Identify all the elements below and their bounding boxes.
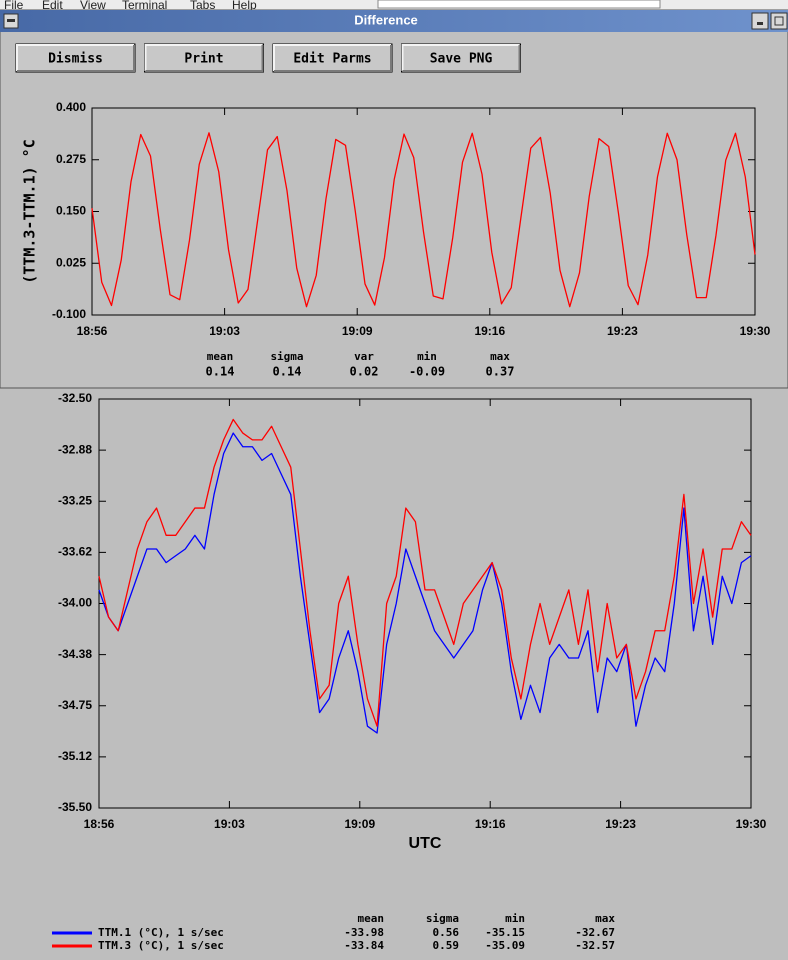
stat-value: 0.14 [206,365,235,379]
toolbar: Dismiss Print Edit Parms Save PNG [15,43,521,73]
button-label[interactable]: Edit Parms [293,52,371,67]
y-tick-label: -35.50 [58,800,92,814]
button[interactable]: Dismiss [15,43,136,73]
x-tick-label: 19:30 [736,817,767,831]
stat-header: sigma [270,350,303,363]
y-tick-label: 0.025 [56,255,86,269]
menu-item[interactable]: File [4,0,24,12]
maximize-button[interactable] [770,12,788,30]
button-label[interactable]: Save PNG [430,52,493,67]
y-tick-label: -34.75 [58,698,92,712]
window-menu-icon [7,19,15,22]
button-label[interactable]: Print [184,52,223,67]
data-line [98,432,752,734]
menu-item[interactable]: Edit [42,0,63,12]
stat-header: var [354,350,374,363]
y-tick-label: 0.150 [56,204,86,218]
stat-value: 0.59 [433,939,460,952]
menu-item[interactable]: View [80,0,106,12]
menu-item[interactable]: Tabs [190,0,215,12]
y-tick-label: -33.25 [58,493,92,507]
stat-value: -33.98 [344,926,384,939]
button-bevel-dark [17,45,135,72]
menu: File Edit View Terminal Tabs Help [4,0,257,12]
button-bevel-light [144,44,263,71]
button-bevel-dark [402,45,521,72]
stat-value: -33.84 [344,939,384,952]
stat-header: mean [207,350,234,363]
stat-header: max [490,350,510,363]
y-tick-label: 0.275 [56,152,86,166]
stat-value: -32.67 [575,926,615,939]
chart: -32.50 -32.88 -33.25 -33.62 -34.00 -34.38 -34.… [52,391,767,952]
window-title: Difference [354,12,418,27]
data-line [91,132,756,308]
x-tick-label: 19:09 [344,817,375,831]
x-tick-label: 19:03 [214,817,245,831]
y-tick-label: 0.400 [56,100,86,114]
stat-value: 0.56 [433,926,460,939]
button-face[interactable] [15,43,136,73]
x-tick-label: 19:16 [475,817,506,831]
stat-value: -32.57 [575,939,615,952]
button-label[interactable]: Dismiss [48,52,103,67]
charts: 0.400 0.275 0.150 0.025 -0.100 18:56 19:03 19:0… [21,100,771,952]
stat-value: 0.14 [273,365,302,379]
y-tick-label: -32.88 [58,442,92,456]
stat-header: min [417,350,437,363]
x-tick-label: 19:09 [342,324,373,338]
stat-value: 0.02 [350,365,379,379]
stat-header: max [595,912,615,925]
button-bevel-dark [274,45,392,72]
button[interactable]: Edit Parms [272,43,393,73]
menu-item[interactable]: Terminal [122,0,167,12]
button-bevel-light [401,44,520,71]
title-bar [0,10,788,32]
x-tick-label: 19:16 [474,324,505,338]
x-tick-label: 19:23 [605,817,636,831]
x-tick-label: 18:56 [77,324,108,338]
button-bevel-light [273,44,391,71]
minimize-icon [757,22,763,25]
x-tick-label: 19:30 [740,324,771,338]
window [0,9,788,389]
minimize-button[interactable] [751,12,769,30]
y-tick-label: -33.62 [58,545,92,559]
stat-header: min [505,912,525,925]
stat-header: sigma [426,912,459,925]
data-line [98,418,752,727]
maximize-icon [774,16,784,26]
x-tick-label: 18:56 [84,817,115,831]
y-tick-label: -34.38 [58,647,92,661]
x-axis-label: UTC [409,835,442,852]
y-tick-label: -32.50 [58,391,92,405]
stat-value: 0.37 [486,365,515,379]
y-tick-label: -34.00 [58,596,92,610]
button[interactable]: Save PNG [401,43,521,73]
y-axis-label: (TTM.3-TTM.1) °C [21,139,39,284]
chart: 0.400 0.275 0.150 0.025 -0.100 18:56 19:03 19:0… [21,100,771,378]
x-tick-label: 19:03 [209,324,240,338]
button-bevel-dark [145,45,264,72]
menu-item[interactable]: Help [232,0,257,12]
button-bevel-light [16,44,134,71]
y-tick-label: -35.12 [58,749,92,763]
button[interactable]: Print [144,43,264,73]
legend-label: TTM.1 (°C), 1 s/sec [98,926,224,939]
stat-value: -0.09 [409,365,445,379]
stat-value: -35.15 [485,926,525,939]
stat-value: -35.09 [485,939,525,952]
legend-label: TTM.3 (°C), 1 s/sec [98,939,224,952]
other-window [377,0,661,9]
x-tick-label: 19:23 [607,324,638,338]
y-tick-label: -0.100 [52,307,86,321]
stat-header: mean [358,912,385,925]
